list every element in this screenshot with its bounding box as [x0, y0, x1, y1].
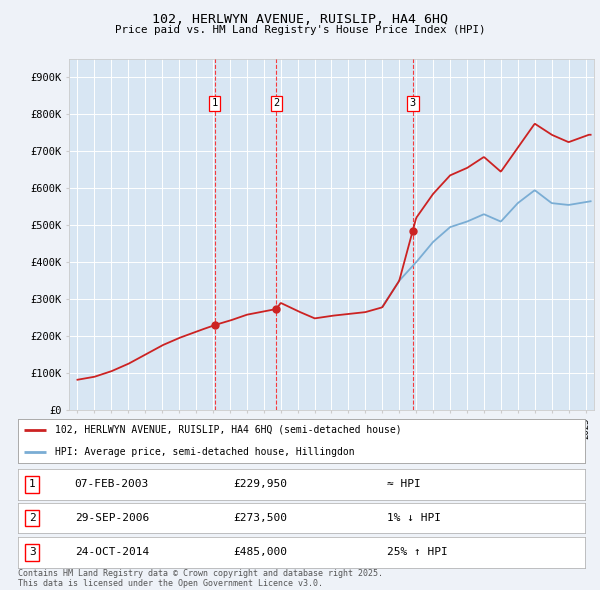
Text: 102, HERLWYN AVENUE, RUISLIP, HA4 6HQ (semi-detached house): 102, HERLWYN AVENUE, RUISLIP, HA4 6HQ (s…: [55, 425, 401, 435]
Text: HPI: Average price, semi-detached house, Hillingdon: HPI: Average price, semi-detached house,…: [55, 447, 355, 457]
Text: 25% ↑ HPI: 25% ↑ HPI: [386, 548, 448, 557]
Text: Price paid vs. HM Land Registry's House Price Index (HPI): Price paid vs. HM Land Registry's House …: [115, 25, 485, 35]
Text: 3: 3: [410, 99, 416, 109]
Text: 07-FEB-2003: 07-FEB-2003: [75, 480, 149, 489]
Text: 24-OCT-2014: 24-OCT-2014: [75, 548, 149, 557]
Text: ≈ HPI: ≈ HPI: [386, 480, 420, 489]
Text: 1: 1: [29, 480, 35, 489]
Text: 3: 3: [29, 548, 35, 557]
Text: 2: 2: [274, 99, 280, 109]
Text: 102, HERLWYN AVENUE, RUISLIP, HA4 6HQ: 102, HERLWYN AVENUE, RUISLIP, HA4 6HQ: [152, 13, 448, 26]
Text: Contains HM Land Registry data © Crown copyright and database right 2025.
This d: Contains HM Land Registry data © Crown c…: [18, 569, 383, 588]
Text: £229,950: £229,950: [233, 480, 287, 489]
Text: 29-SEP-2006: 29-SEP-2006: [75, 513, 149, 523]
Text: £485,000: £485,000: [233, 548, 287, 557]
Text: 1: 1: [212, 99, 218, 109]
Text: £273,500: £273,500: [233, 513, 287, 523]
Text: 1% ↓ HPI: 1% ↓ HPI: [386, 513, 440, 523]
Text: 2: 2: [29, 513, 35, 523]
